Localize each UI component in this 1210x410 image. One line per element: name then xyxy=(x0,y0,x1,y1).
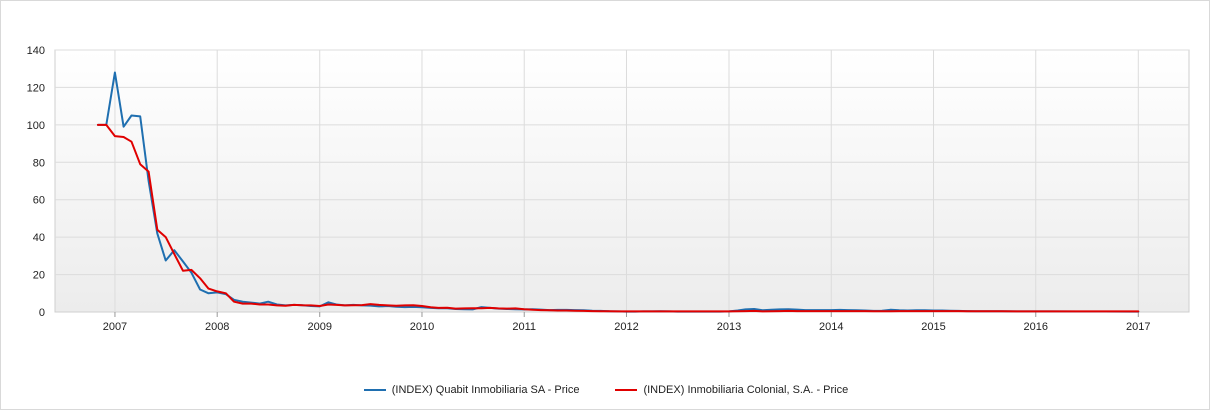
x-tick-label: 2015 xyxy=(921,321,945,333)
x-tick-label: 2009 xyxy=(307,321,331,333)
legend-label-quabit: (INDEX) Quabit Inmobiliaria SA - Price xyxy=(391,384,580,396)
legend-swatch-quabit xyxy=(363,389,386,391)
x-tick-label: 2007 xyxy=(103,321,127,333)
series-line-1[interactable] xyxy=(96,123,1140,313)
series-lines xyxy=(96,71,1140,313)
legend-swatch-colonial xyxy=(615,389,638,391)
x-tick-label: 2013 xyxy=(717,321,741,333)
x-tick-label: 2010 xyxy=(410,321,434,333)
legend-item-colonial[interactable]: (INDEX) Inmobiliaria Colonial, S.A. - Pr… xyxy=(615,384,848,396)
plot-area xyxy=(54,49,1190,313)
y-tick-label: 20 xyxy=(33,270,45,282)
x-tick-label: 2012 xyxy=(614,321,638,333)
y-axis: 0 20 40 60 80 100 120 140 xyxy=(27,45,45,319)
y-tick-label: 100 xyxy=(27,120,45,132)
x-axis: 2007 2008 2009 2010 2011 2012 2013 2014 2015 2016… xyxy=(103,312,1151,333)
y-tick-label: 120 xyxy=(27,82,45,94)
y-tick-label: 140 xyxy=(27,45,45,57)
x-tick-label: 2014 xyxy=(819,321,843,333)
x-tick-label: 2016 xyxy=(1024,321,1048,333)
y-tick-label: 0 xyxy=(39,307,45,319)
legend-label-colonial: (INDEX) Inmobiliaria Colonial, S.A. - Pr… xyxy=(643,384,849,396)
x-tick-label: 2008 xyxy=(205,321,229,333)
x-tick-label: 2017 xyxy=(1126,321,1150,333)
grid xyxy=(55,49,1189,312)
x-tick-label: 2011 xyxy=(512,321,536,333)
legend-item-quabit[interactable]: (INDEX) Quabit Inmobiliaria SA - Price xyxy=(363,384,580,396)
y-tick-label: 60 xyxy=(33,195,45,207)
legend: (INDEX) Quabit Inmobiliaria SA - Price (… xyxy=(1,384,1210,396)
y-tick-label: 80 xyxy=(33,157,45,169)
y-tick-label: 40 xyxy=(33,232,45,244)
